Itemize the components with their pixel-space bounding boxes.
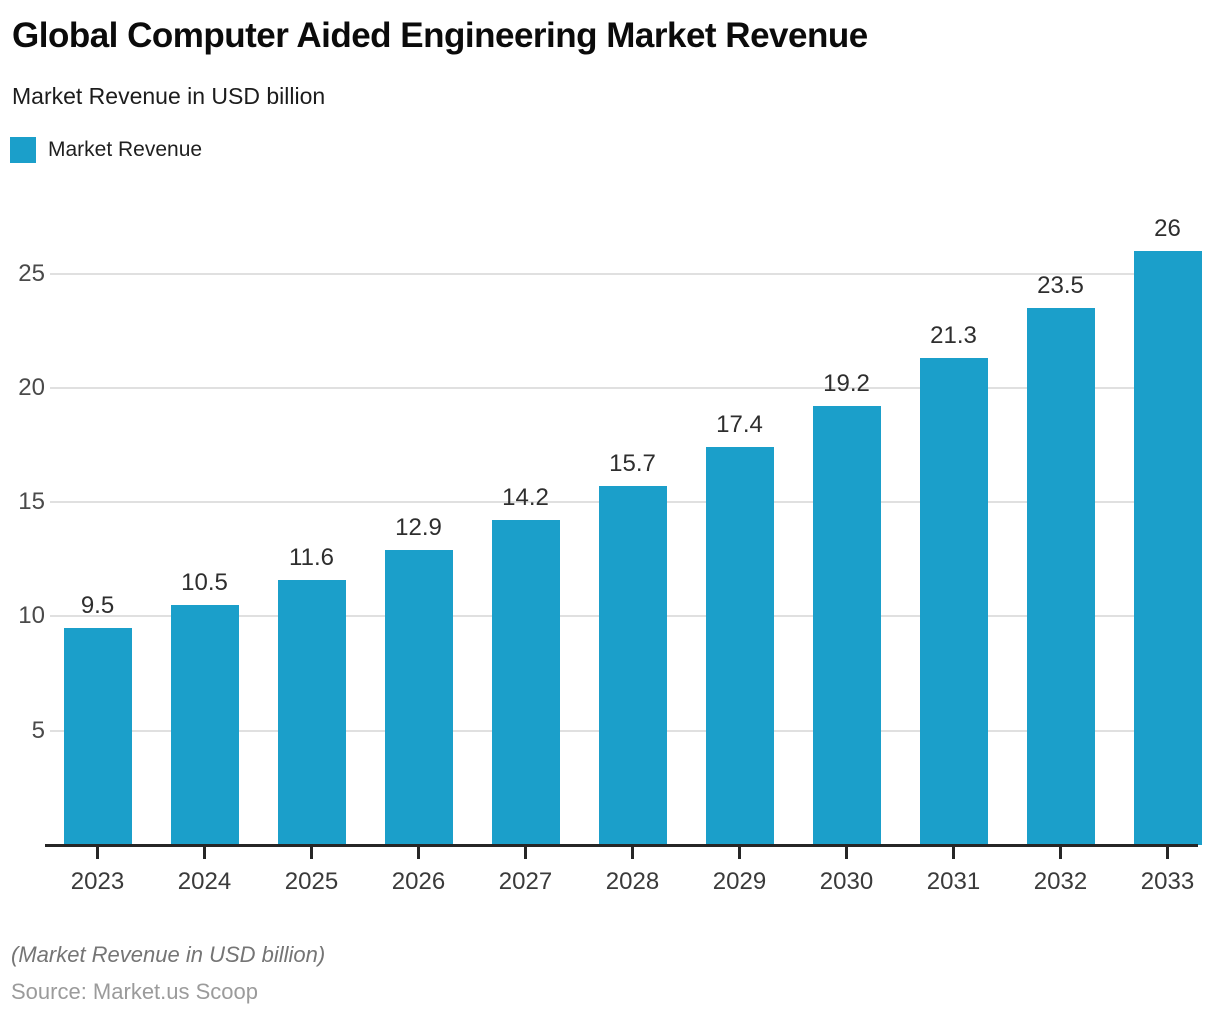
x-axis-tick (952, 847, 955, 859)
bar[interactable] (1133, 250, 1202, 845)
bar[interactable] (705, 447, 774, 845)
x-axis-tick (1166, 847, 1169, 859)
x-axis-label: 2031 (926, 868, 981, 895)
bar-chart-plot-area: 5 10 15 20 25 9.5 2023 10.5 2024 11.6 2025 12.9 2026… (0, 205, 1220, 905)
chart-title: Global Computer Aided Engineering Market… (12, 16, 868, 55)
bar[interactable] (1026, 307, 1095, 845)
bar[interactable] (812, 406, 881, 845)
x-axis-label: 2029 (712, 868, 767, 895)
y-axis-label: 5 (31, 716, 45, 744)
bar-value-label: 11.6 (289, 543, 334, 571)
x-axis-tick (1059, 847, 1062, 859)
x-axis-tick (524, 847, 527, 859)
x-axis-label: 2025 (284, 868, 339, 895)
bar-value-label: 12.9 (395, 514, 442, 542)
x-axis-label: 2026 (391, 868, 446, 895)
bar-value-label: 23.5 (1037, 271, 1084, 299)
bar-value-label: 26 (1154, 214, 1181, 242)
bar[interactable] (919, 358, 988, 845)
legend-swatch-icon (10, 137, 36, 163)
bar-value-label: 10.5 (181, 568, 228, 596)
gridline (50, 386, 1196, 389)
gridline (50, 272, 1196, 275)
x-axis-tick (631, 847, 634, 859)
x-axis-label: 2030 (819, 868, 874, 895)
bar[interactable] (277, 579, 346, 845)
legend-item[interactable]: Market Revenue (10, 137, 202, 163)
x-axis-tick (417, 847, 420, 859)
y-axis-label: 25 (18, 259, 45, 287)
bar-value-label: 9.5 (80, 591, 115, 619)
x-axis-tick (96, 847, 99, 859)
bar-value-label: 19.2 (823, 370, 870, 398)
bar-value-label: 21.3 (930, 322, 977, 350)
x-axis-label: 2027 (498, 868, 553, 895)
bar[interactable] (170, 604, 239, 845)
x-axis-label: 2028 (605, 868, 660, 895)
bar-value-label: 17.4 (716, 411, 763, 439)
x-axis-tick (738, 847, 741, 859)
x-axis-line (45, 844, 1198, 847)
x-axis-label: 2033 (1140, 868, 1195, 895)
bar[interactable] (63, 627, 132, 845)
source-note: Source: Market.us Scoop (11, 979, 259, 1004)
footnote: (Market Revenue in USD billion) (11, 942, 326, 967)
chart-subtitle: Market Revenue in USD billion (12, 83, 326, 109)
bar-value-label: 14.2 (502, 484, 549, 512)
x-axis-label: 2024 (177, 868, 232, 895)
bar[interactable] (491, 520, 560, 845)
y-axis-label: 20 (18, 373, 45, 401)
x-axis-tick (203, 847, 206, 859)
bar[interactable] (384, 550, 453, 845)
legend-label: Market Revenue (48, 138, 203, 161)
x-axis-tick (845, 847, 848, 859)
x-axis-label: 2023 (70, 868, 125, 895)
x-axis-label: 2032 (1033, 868, 1088, 895)
x-axis-tick (310, 847, 313, 859)
bar-value-label: 15.7 (609, 450, 656, 478)
bar[interactable] (598, 486, 667, 845)
y-axis-label: 10 (18, 602, 45, 630)
y-axis-label: 15 (18, 488, 45, 516)
